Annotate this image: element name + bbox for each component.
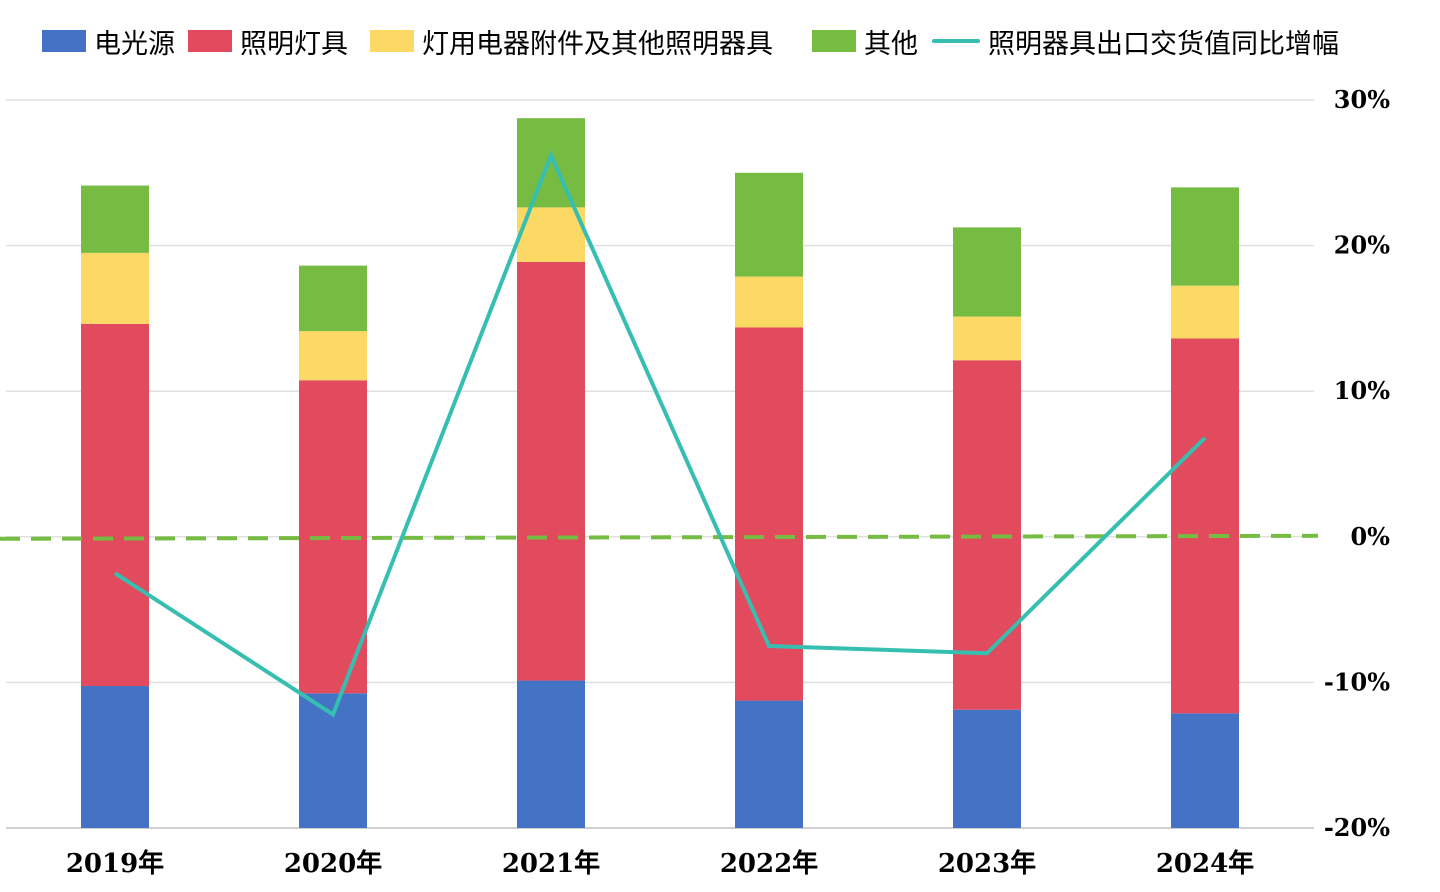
legend: 电光源 照明灯具 灯用电器附件及其他照明器具 其他 照明器具出口交货值同比增幅 bbox=[0, 0, 1440, 80]
bar-2019年-series-1 bbox=[81, 323, 149, 687]
x-tick-label: 2020年 bbox=[284, 848, 382, 879]
bar-2024年-series-0 bbox=[1171, 713, 1239, 828]
legend-line-marker bbox=[932, 39, 980, 43]
legend-item-series-0: 电光源 bbox=[42, 24, 175, 60]
legend-label-series-1: 照明灯具 bbox=[240, 28, 348, 60]
bar-2020年-series-3 bbox=[299, 265, 367, 332]
y-tick-label: 30% bbox=[1334, 85, 1390, 114]
x-tick-label: 2022年 bbox=[720, 848, 818, 879]
bar-2022年-series-0 bbox=[735, 700, 803, 828]
bar-2022年-series-3 bbox=[735, 172, 803, 277]
bar-2023年-series-2 bbox=[953, 316, 1021, 361]
bar-2022年-series-1 bbox=[735, 327, 803, 701]
y-tick-label: -20% bbox=[1324, 813, 1390, 842]
y-tick-label: -10% bbox=[1324, 667, 1390, 696]
legend-item-line: 照明器具出口交货值同比增幅 bbox=[932, 24, 1339, 60]
legend-label-series-3: 其他 bbox=[864, 28, 918, 60]
x-tick-label: 2019年 bbox=[66, 848, 164, 879]
bar-2019年-series-0 bbox=[81, 686, 149, 828]
bar-2023年-series-3 bbox=[953, 227, 1021, 317]
legend-label-series-2: 灯用电器附件及其他照明器具 bbox=[422, 28, 773, 60]
y-tick-label: 0% bbox=[1350, 522, 1390, 551]
bar-2019年-series-3 bbox=[81, 185, 149, 253]
bar-2024年-series-3 bbox=[1171, 187, 1239, 286]
bar-2021年-series-1 bbox=[517, 261, 585, 681]
bar-2021年-series-3 bbox=[517, 118, 585, 208]
legend-item-series-3: 其他 bbox=[812, 24, 918, 60]
legend-swatch-series-3 bbox=[812, 30, 856, 52]
x-tick-label: 2021年 bbox=[502, 848, 600, 879]
x-tick-label: 2024年 bbox=[1156, 848, 1254, 879]
zero-reference-line bbox=[0, 533, 1319, 541]
legend-item-series-2: 灯用电器附件及其他照明器具 bbox=[370, 24, 773, 60]
bar-2021年-series-0 bbox=[517, 680, 585, 828]
legend-swatch-series-2 bbox=[370, 30, 414, 52]
bar-2024年-series-2 bbox=[1171, 285, 1239, 339]
legend-swatch-series-1 bbox=[188, 30, 232, 52]
bar-2023年-series-0 bbox=[953, 709, 1021, 828]
growth-line bbox=[113, 150, 1207, 718]
legend-swatch-series-0 bbox=[42, 30, 86, 52]
bar-2024年-series-1 bbox=[1171, 338, 1239, 714]
y-tick-label: 10% bbox=[1334, 376, 1390, 405]
y-tick-label: 20% bbox=[1334, 231, 1390, 260]
bar-2022年-series-2 bbox=[735, 276, 803, 328]
legend-label-series-0: 电光源 bbox=[94, 28, 175, 60]
legend-item-series-1: 照明灯具 bbox=[188, 24, 348, 60]
bar-2020年-series-2 bbox=[299, 331, 367, 381]
x-tick-label: 2023年 bbox=[938, 848, 1036, 879]
legend-label-line: 照明器具出口交货值同比增幅 bbox=[988, 28, 1339, 60]
bar-2019年-series-2 bbox=[81, 252, 149, 324]
